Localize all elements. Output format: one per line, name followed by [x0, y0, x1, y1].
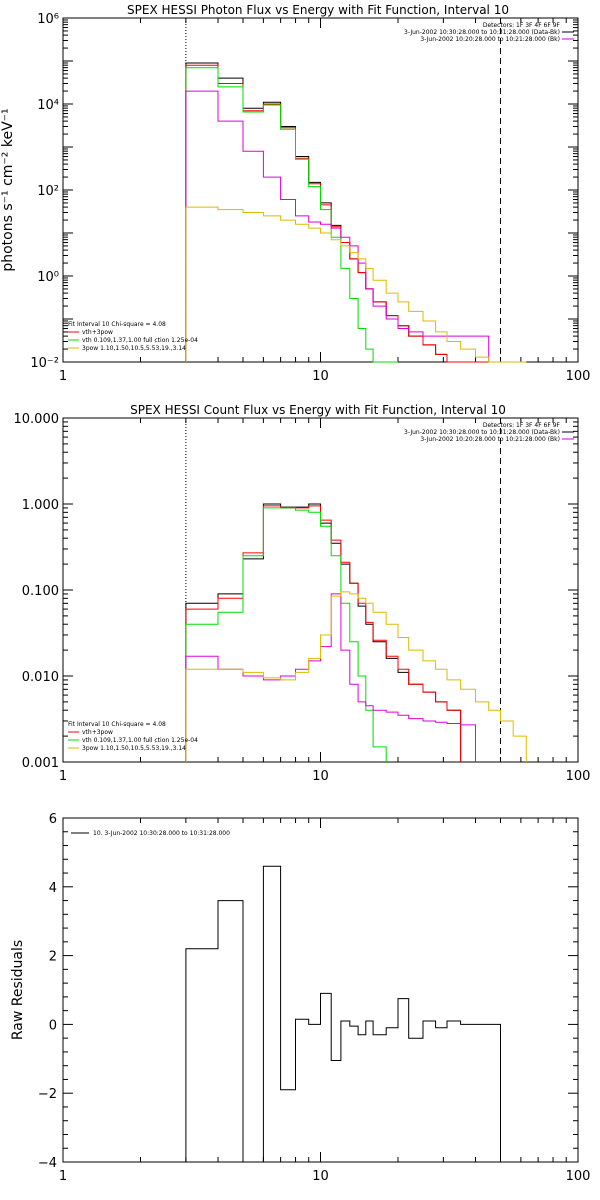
x-tick-label: 100 [566, 769, 591, 784]
legend-entry: 10. 3-Jun-2002 10:30:28.000 to 10:31:28.… [93, 830, 230, 837]
y-tick-label: 10⁴ [37, 98, 59, 113]
header-line: Detectors: 1F 3F 4F 6F 9F [483, 22, 561, 29]
y-tick-label: 6 [49, 812, 57, 827]
x-tick-label: 10 [312, 369, 329, 384]
y-tick-label: 10.000 [14, 412, 60, 427]
x-tick-label: 10 [312, 1169, 329, 1184]
legend-entry: 3pow 1.10,1.50,10.5,5.53,19.,3.14 [82, 345, 186, 352]
y-tick-label: 0.100 [22, 584, 59, 599]
series-vth [185, 67, 398, 363]
panel2-title: SPEX HESSI Count Flux vs Energy with Fit… [130, 403, 506, 417]
photon-flux-plot: 1 10 100 10⁻² 10⁰ 10² 10⁴ 10⁶ Detectors: 1F 3F 4… [30, 12, 590, 384]
y-tick-label: −2 [38, 1087, 57, 1102]
y-tick-label: 1.000 [22, 498, 59, 513]
series-data-bk [185, 62, 489, 363]
x-tick-label: 100 [566, 369, 591, 384]
residuals-plot: 1 10 100 −4 −2 0 2 4 6 10. 3-Jun-2002 10:30:28.00… [38, 812, 591, 1184]
x-tick-label: 100 [566, 1169, 591, 1184]
legend-entry: vth+3pow [82, 329, 113, 336]
header-line: 3-Jun-2002 10:20:28.000 to 10:21:28.000 … [420, 36, 560, 43]
series-residuals [185, 865, 501, 1163]
y-tick-label: 0.001 [22, 756, 59, 771]
series-vth [185, 507, 387, 762]
legend-entry: vth 0.109,1.37,1.00 full ction 1.25e-04 [82, 737, 198, 744]
x-tick-label: 10 [312, 769, 329, 784]
series-bk [185, 90, 490, 362]
y-tick-label: −4 [38, 1156, 57, 1171]
legend-entry: vth 0.109,1.37,1.00 full ction 1.25e-04 [82, 337, 198, 344]
series-3pow [185, 591, 527, 762]
legend-entry: 3pow 1.10,1.50,10.5,5.53,19.,3.14 [82, 745, 186, 752]
header-line: 3-Jun-2002 10:30:28.000 to 10:31:28.000 … [404, 29, 560, 36]
header-line: 3-Jun-2002 10:20:28.000 to 10:21:28.000 … [420, 436, 560, 443]
legend-entry: Fit Interval 10 Chi-square = 4.08 [68, 321, 166, 328]
y-tick-label: 10⁶ [37, 12, 59, 27]
legend-entry: Fit Interval 10 Chi-square = 4.08 [68, 721, 166, 728]
y-tick-label: 10⁻² [30, 356, 59, 371]
x-tick-label: 1 [59, 369, 67, 384]
y-tick-label: 10⁰ [37, 270, 59, 285]
header-line: Detectors: 1F 3F 4F 6F 9F [483, 422, 561, 429]
y-tick-label: 4 [49, 881, 57, 896]
panel3-ylabel: Raw Residuals [10, 940, 26, 1040]
y-tick-label: 0 [49, 1018, 57, 1033]
series-vth-3pow [185, 64, 489, 363]
panel1-title: SPEX HESSI Photon Flux vs Energy with Fi… [127, 3, 509, 17]
count-flux-plot: 1 10 100 0.001 0.010 0.100 1.000 10.000 Detector… [14, 412, 591, 784]
series-vth-3pow [185, 505, 462, 762]
header-line: 3-Jun-2002 10:30:28.000 to 10:31:28.000 … [404, 429, 560, 436]
x-tick-label: 1 [59, 769, 67, 784]
panel1-ylabel: photons s⁻¹ cm⁻² keV⁻¹ [0, 108, 16, 271]
x-tick-label: 1 [59, 1169, 67, 1184]
y-tick-label: 0.010 [22, 670, 59, 685]
series-bk [185, 593, 476, 762]
y-tick-label: 10² [37, 184, 59, 199]
legend-entry: vth+3pow [82, 729, 113, 736]
series-3pow [185, 206, 527, 363]
series-data-bk [185, 503, 462, 762]
y-tick-label: 2 [49, 950, 57, 965]
